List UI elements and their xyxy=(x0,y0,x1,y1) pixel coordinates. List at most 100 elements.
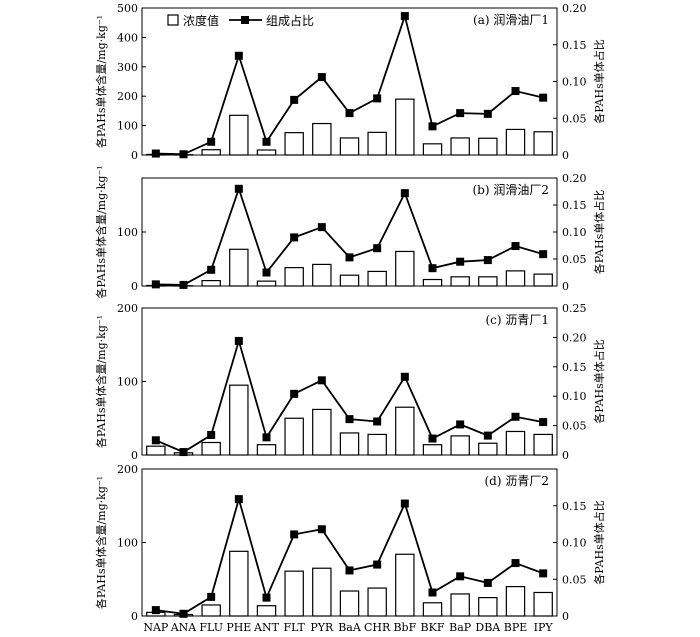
ratio-point-NAP xyxy=(151,606,160,615)
bar-IPY xyxy=(533,433,553,456)
category-label: BaP xyxy=(449,621,472,634)
bar-BKF xyxy=(422,444,443,456)
panel-title: (d) 沥青厂2 xyxy=(485,474,550,488)
chart-panel-1: 0 100 200 300 400 500 0 0.05 0.10 0.15 0.20 (a) 润滑油… xyxy=(94,2,606,162)
right-tick-label: 0.05 xyxy=(562,420,587,433)
left-axis-label: 各PAHs单体含量/mg·kg⁻¹ xyxy=(94,315,108,448)
ratio-point-IPY xyxy=(539,569,548,578)
bar-IPY xyxy=(533,131,553,156)
ratio-point-PHE xyxy=(234,184,243,193)
ratio-point-FLU xyxy=(207,592,216,601)
bar-ANT xyxy=(256,605,277,617)
ratio-point-IPY xyxy=(539,418,548,427)
legend-bar-label: 浓度值 xyxy=(183,13,219,28)
bar-BaP xyxy=(450,276,470,287)
right-tick-label: 0.20 xyxy=(562,2,587,15)
category-label: NAP xyxy=(143,621,169,634)
right-tick-label: 0.20 xyxy=(562,172,587,185)
ratio-point-BKF xyxy=(428,264,437,273)
right-tick-label: 0.15 xyxy=(562,361,587,374)
ratio-point-ANA xyxy=(179,609,188,618)
category-label: FLT xyxy=(283,621,305,634)
bar-NAP xyxy=(146,445,166,456)
left-tick-label: 0 xyxy=(131,449,138,462)
ratio-point-BbF xyxy=(400,499,409,508)
legend-bar-swatch xyxy=(167,14,179,26)
bar-FLU xyxy=(201,604,221,617)
ratio-point-BaA xyxy=(345,253,354,262)
bar-PHE xyxy=(229,550,249,617)
left-tick-label: 100 xyxy=(117,226,138,239)
ratio-point-BKF xyxy=(428,122,437,131)
left-tick-label: 500 xyxy=(117,2,138,15)
right-tick-label: 0.25 xyxy=(562,302,587,315)
ratio-point-BaP xyxy=(456,109,465,118)
panel-title: (b) 润滑油厂2 xyxy=(473,183,550,197)
bar-PHE xyxy=(229,114,249,156)
ratio-point-BPE xyxy=(511,87,520,96)
category-label: BbF xyxy=(393,621,416,634)
category-label: BKF xyxy=(421,621,445,634)
ratio-point-NAP xyxy=(151,436,160,445)
bar-ANT xyxy=(256,280,277,287)
right-tick-label: 0.10 xyxy=(562,537,587,550)
left-tick-label: 200 xyxy=(117,90,138,103)
category-label: BaA xyxy=(338,621,362,634)
bar-BaP xyxy=(450,435,470,456)
left-tick-label: 300 xyxy=(117,61,138,74)
bar-BKF xyxy=(422,602,443,617)
bar-BaP xyxy=(450,593,470,617)
ratio-point-BaA xyxy=(345,415,354,424)
bar-CHR xyxy=(367,270,387,287)
category-label: CHR xyxy=(364,621,391,634)
right-tick-label: 0.15 xyxy=(562,39,587,52)
bar-BPE xyxy=(505,430,526,456)
ratio-point-CHR xyxy=(373,244,382,253)
ratio-point-BKF xyxy=(428,588,437,597)
bar-FLU xyxy=(201,441,221,456)
bar-FLT xyxy=(284,267,304,287)
right-axis-label: 各PAHs单体占比 xyxy=(592,500,606,585)
ratio-point-FLU xyxy=(207,137,216,146)
bar-CHR xyxy=(367,433,387,456)
ratio-point-ANT xyxy=(262,433,271,442)
ratio-point-NAP xyxy=(151,149,160,158)
bar-ANT xyxy=(256,444,277,456)
bar-PYR xyxy=(312,263,332,287)
right-tick-label: 0.05 xyxy=(562,573,587,586)
category-label: FLU xyxy=(199,621,223,634)
bar-IPY xyxy=(533,273,553,287)
bar-BaA xyxy=(339,432,360,456)
legend-line-marker xyxy=(241,16,249,24)
ratio-point-BaP xyxy=(456,572,465,581)
bar-BaA xyxy=(339,590,360,617)
ratio-point-CHR xyxy=(373,417,382,426)
category-label: ANA xyxy=(170,621,198,634)
bar-BKF xyxy=(422,278,443,287)
right-tick-label: 0.10 xyxy=(562,76,587,89)
ratio-point-ANT xyxy=(262,268,271,277)
ratio-point-DBA xyxy=(483,578,492,587)
bar-BPE xyxy=(505,128,526,156)
left-axis-label: 各PAHs单体含量/mg·kg⁻¹ xyxy=(94,15,108,148)
left-tick-label: 0 xyxy=(131,610,138,623)
left-axis-label: 各PAHs单体含量/mg·kg⁻¹ xyxy=(94,165,108,298)
left-tick-label: 0 xyxy=(131,280,138,293)
ratio-point-BPE xyxy=(511,559,520,568)
category-label: IPY xyxy=(534,621,554,634)
bar-BbF xyxy=(395,98,415,156)
bar-PYR xyxy=(312,122,332,156)
bar-PHE xyxy=(229,384,249,456)
left-tick-label: 100 xyxy=(117,120,138,133)
ratio-point-PYR xyxy=(317,223,326,232)
bar-BPE xyxy=(505,585,526,617)
plot-frame xyxy=(141,7,558,156)
ratio-point-ANA xyxy=(179,448,188,457)
legend: 浓度值 组成占比 xyxy=(167,13,314,28)
ratio-point-BbF xyxy=(400,189,409,198)
bar-CHR xyxy=(367,587,387,617)
ratio-point-IPY xyxy=(539,250,548,259)
right-axis-label: 各PAHs单体占比 xyxy=(592,190,606,275)
ratio-point-PYR xyxy=(317,73,326,82)
